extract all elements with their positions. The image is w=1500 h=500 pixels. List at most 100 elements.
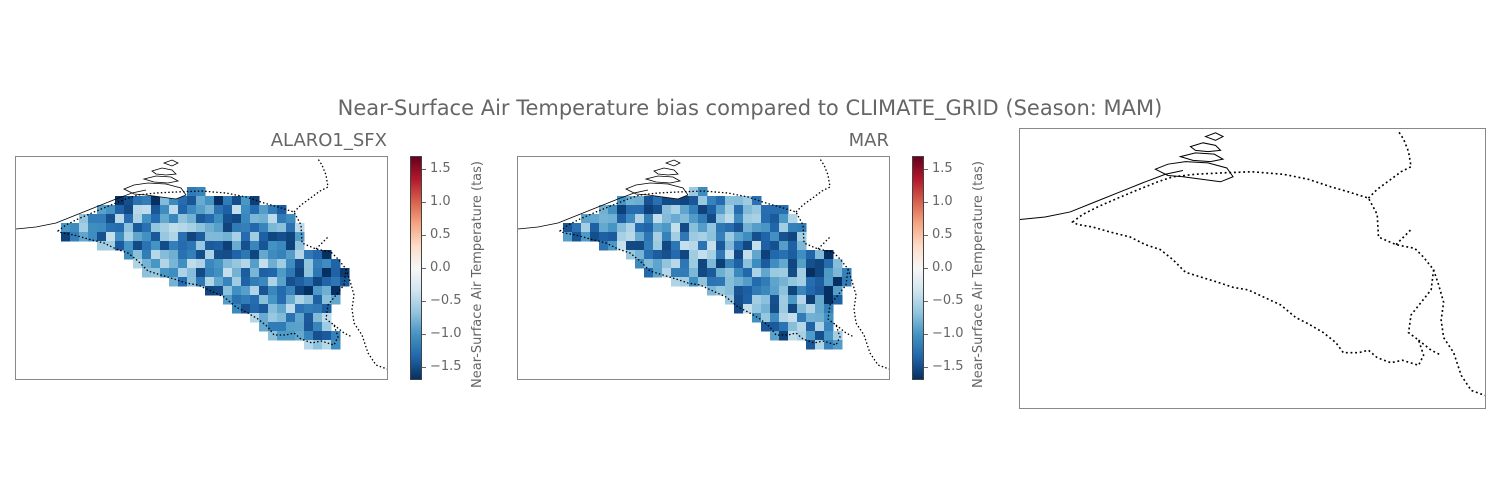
grid-cell — [205, 214, 215, 224]
grid-cell — [761, 295, 771, 305]
grid-cell — [617, 214, 627, 224]
grid-cell — [124, 241, 134, 251]
grid-cell — [653, 196, 663, 206]
grid-cell — [743, 259, 753, 269]
grid-cell — [806, 250, 816, 260]
grid-cell — [797, 286, 807, 296]
grid-cell — [322, 277, 332, 287]
grid-cell — [268, 214, 278, 224]
grid-cell — [250, 286, 260, 296]
grid-cell — [770, 286, 780, 296]
grid-cell — [572, 223, 582, 233]
grid-cell — [187, 259, 197, 269]
grid-cell — [707, 277, 717, 287]
grid-cell — [232, 196, 242, 206]
grid-cell — [797, 259, 807, 269]
colorbar-tick-mark — [422, 367, 426, 368]
grid-cell — [788, 250, 798, 260]
grid-cell — [322, 250, 332, 260]
grid-cell — [815, 286, 825, 296]
grid-cell — [304, 286, 314, 296]
grid-cell — [761, 286, 771, 296]
grid-cell — [626, 205, 636, 215]
grid-cell — [716, 277, 726, 287]
grid-cell — [779, 304, 789, 314]
grid-cell — [824, 313, 834, 323]
grid-cell — [788, 232, 798, 242]
colorbar-tick-mark — [422, 235, 426, 236]
grid-cell — [626, 232, 636, 242]
grid-cell — [259, 295, 269, 305]
colorbar-tick-label: 1.5 — [932, 161, 953, 176]
grid-cell — [169, 232, 179, 242]
grid-cell — [680, 250, 690, 260]
grid-cell — [725, 277, 735, 287]
grid-cell — [232, 241, 242, 251]
grid-cell — [142, 232, 152, 242]
figure-title: Near-Surface Air Temperature bias compar… — [337, 96, 1163, 120]
grid-cell — [662, 268, 672, 278]
grid-cell — [689, 214, 699, 224]
grid-cell — [331, 268, 341, 278]
grid-cell — [196, 232, 206, 242]
grid-cell — [115, 241, 125, 251]
grid-cell — [142, 214, 152, 224]
map-panel-mar[interactable] — [517, 156, 890, 380]
grid-cell — [698, 250, 708, 260]
grid-cell — [97, 232, 107, 242]
grid-cell — [698, 214, 708, 224]
grid-cell — [680, 259, 690, 269]
grid-cell — [115, 232, 125, 242]
grid-cell — [178, 250, 188, 260]
grid-cell — [725, 196, 735, 206]
grid-cell — [286, 331, 296, 341]
colorbar-tick-label: 0.5 — [430, 227, 451, 242]
grid-cell — [70, 232, 80, 242]
grid-cell — [815, 277, 825, 287]
grid-cell — [178, 214, 188, 224]
neighbour-border — [315, 236, 329, 250]
grid-cell — [313, 304, 323, 314]
grid-cell — [133, 232, 143, 242]
grid-cell — [635, 205, 645, 215]
grid-cell — [689, 205, 699, 215]
map-panel-reference[interactable] — [1019, 128, 1486, 409]
grid-cell — [689, 223, 699, 233]
grid-cell — [797, 232, 807, 242]
grid-cell — [680, 268, 690, 278]
grid-cell — [106, 205, 116, 215]
grid-cell — [833, 268, 843, 278]
map-panel-alaro[interactable] — [15, 156, 388, 380]
grid-cell — [115, 196, 125, 206]
neighbour-border — [817, 236, 831, 250]
grid-cell — [725, 223, 735, 233]
grid-cell — [187, 250, 197, 260]
map-canvas-mar — [518, 158, 889, 370]
grid-cell — [178, 259, 188, 269]
grid-cell — [232, 214, 242, 224]
grid-cell — [752, 232, 762, 242]
grid-cell — [259, 250, 269, 260]
grid-cell — [824, 340, 834, 350]
grid-cell — [761, 232, 771, 242]
grid-cell — [671, 277, 681, 287]
grid-cell — [644, 241, 654, 251]
grid-cell — [322, 286, 332, 296]
neighbour-border — [1418, 339, 1442, 356]
colorbar-tick-mark — [924, 268, 928, 269]
grid-cell — [241, 259, 251, 269]
grid-cell — [833, 295, 843, 305]
grid-cell — [680, 205, 690, 215]
grid-cell — [232, 223, 242, 233]
grid-cell — [581, 214, 591, 224]
grid-cell — [268, 286, 278, 296]
grid-cell — [259, 223, 269, 233]
grid-cell — [223, 223, 233, 233]
neighbour-border — [333, 324, 353, 338]
grid-cell — [788, 295, 798, 305]
colorbar-tick-mark — [422, 202, 426, 203]
grid-cell — [734, 295, 744, 305]
island-outline — [151, 167, 177, 176]
grid-cell — [761, 277, 771, 287]
island-outline — [1178, 152, 1225, 163]
